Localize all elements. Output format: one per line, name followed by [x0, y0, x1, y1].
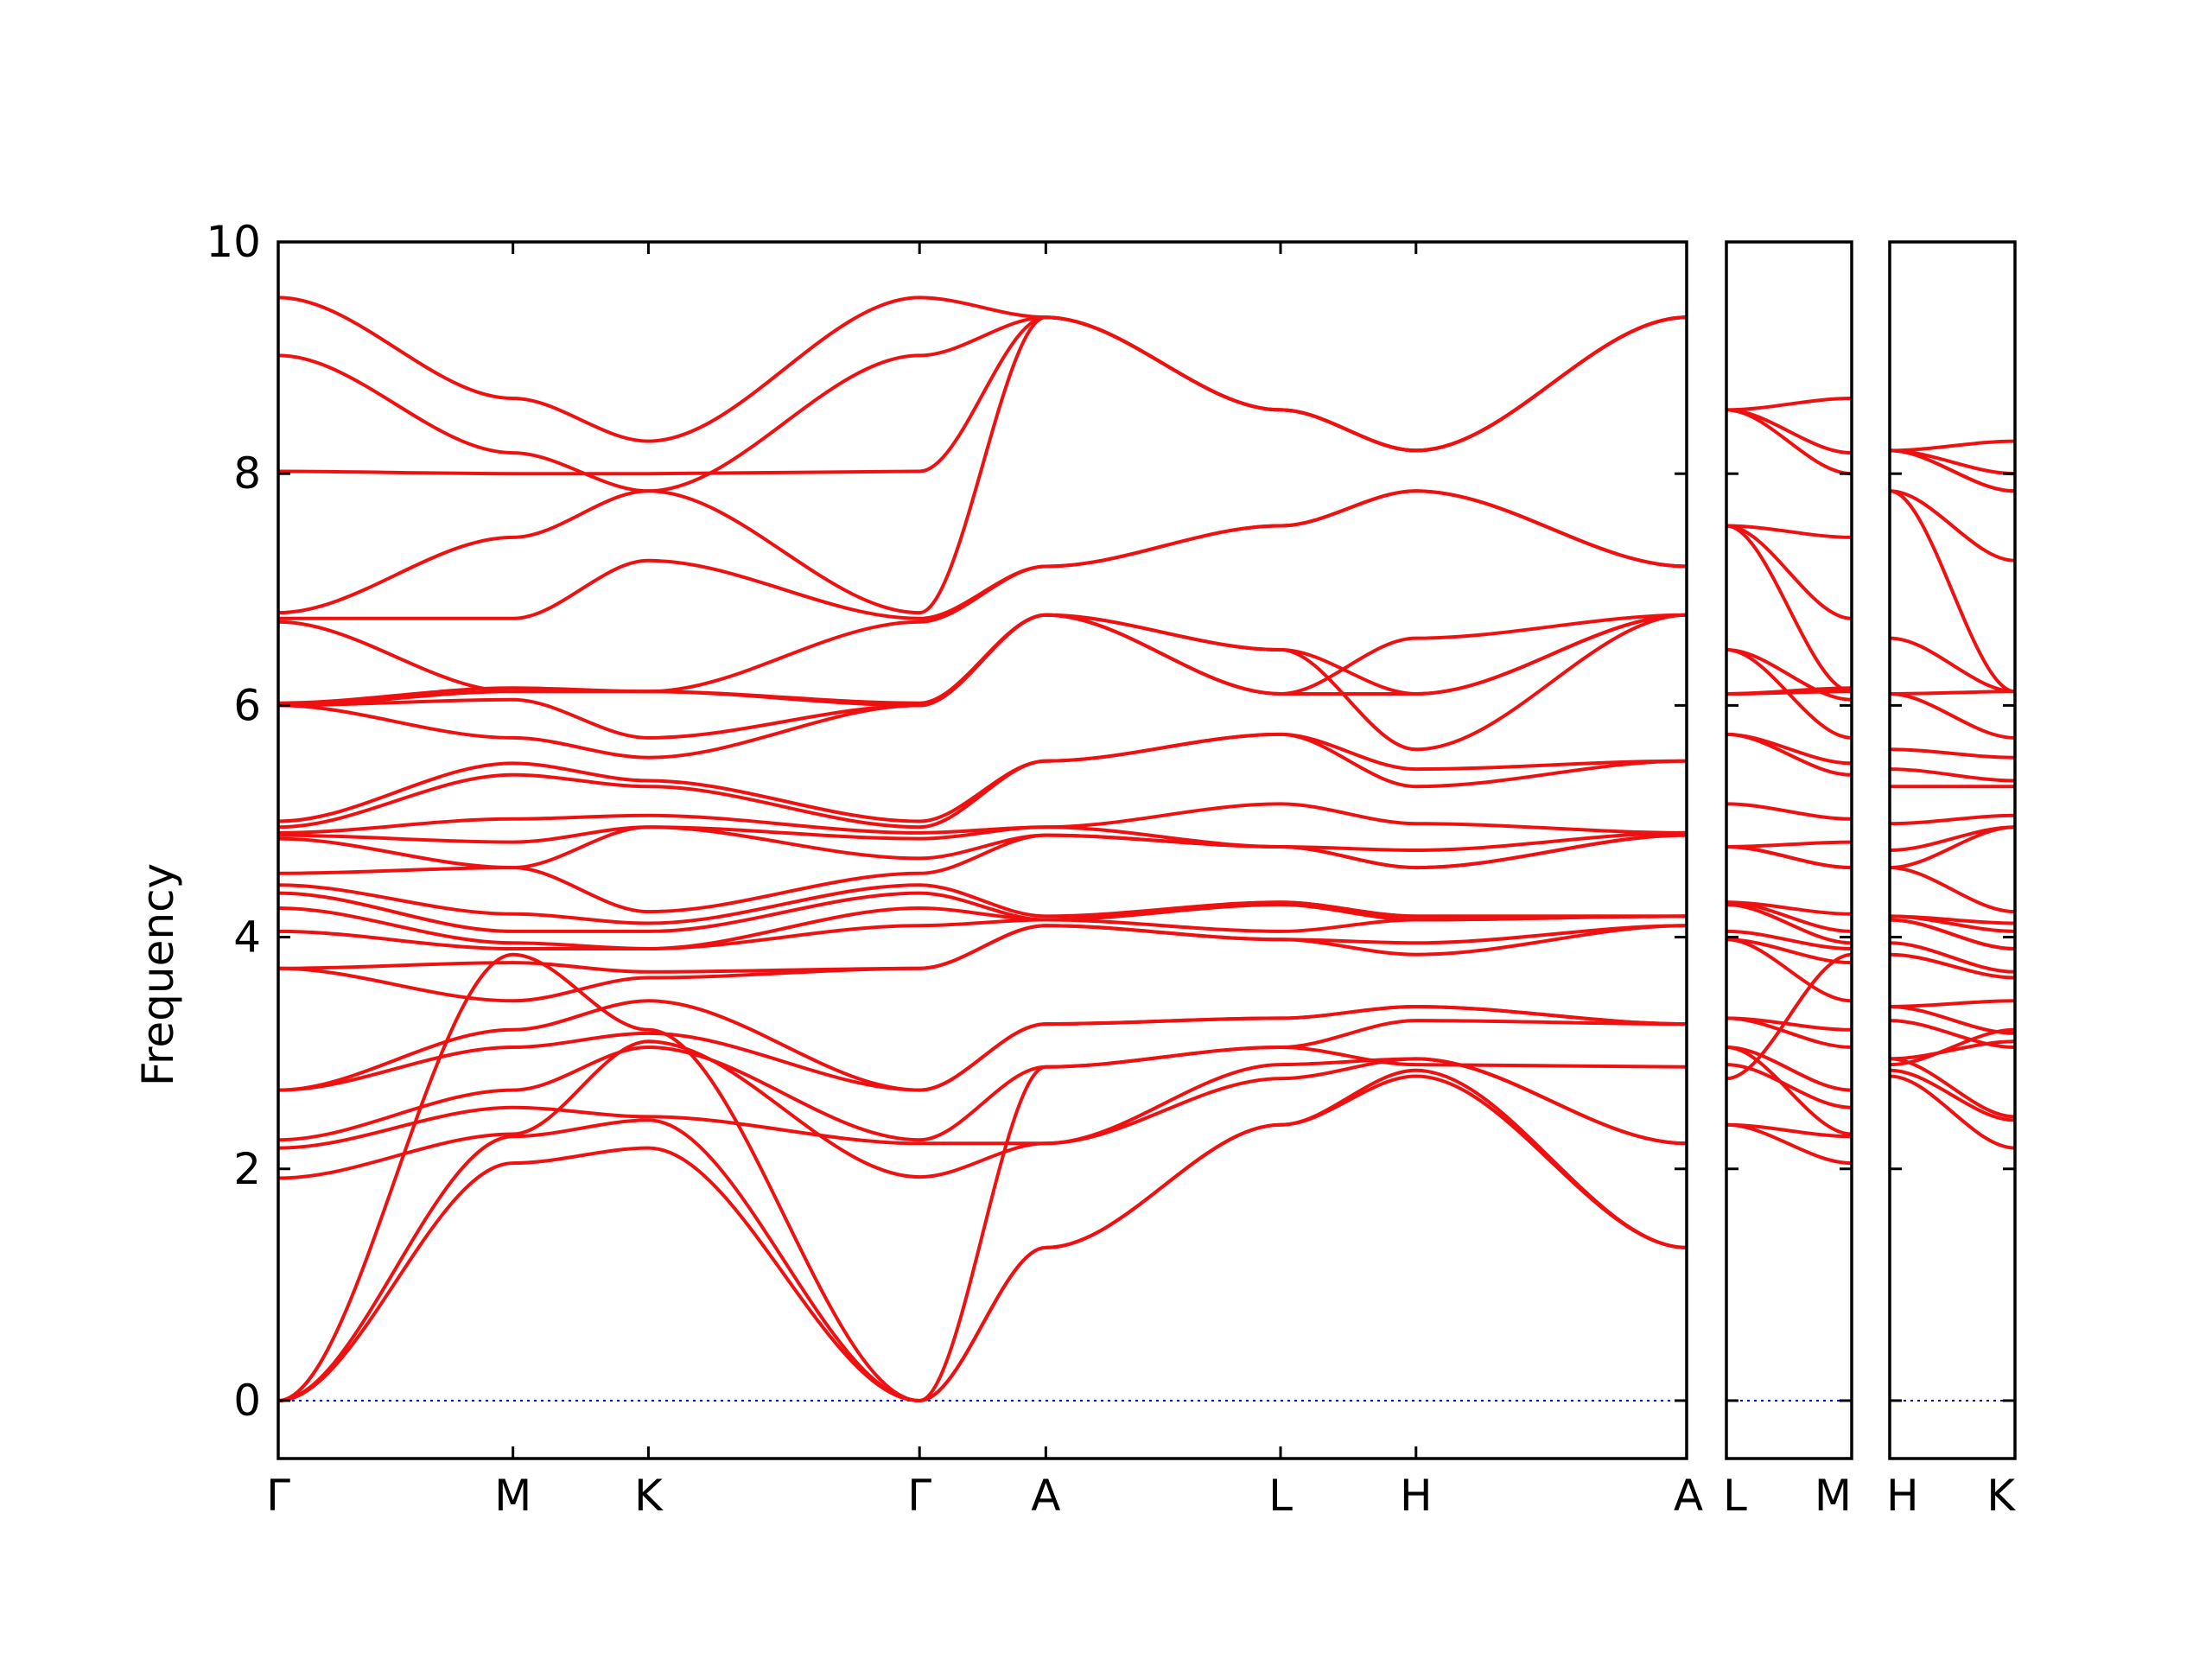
- y-axis-title: Frequency: [133, 863, 183, 1086]
- x-tick-label: L: [1268, 1471, 1293, 1521]
- band-lines: [1726, 397, 1852, 1166]
- band-lines: [1890, 439, 2015, 1150]
- band-6: [1726, 1046, 1852, 1092]
- band-14: [278, 883, 1687, 925]
- x-tick-label: A: [1674, 1471, 1703, 1521]
- band-12: [1726, 903, 1852, 945]
- band-3: [1726, 952, 1852, 1081]
- band-19: [1726, 732, 1852, 777]
- band-4: [1726, 1046, 1852, 1136]
- y-tick-label: 4: [233, 912, 261, 963]
- band-16: [278, 825, 1687, 870]
- band-30: [1726, 397, 1852, 412]
- band-17: [1890, 825, 2015, 852]
- band-12: [278, 903, 1687, 950]
- band-14: [1890, 914, 2015, 925]
- x-tick-label: H: [1400, 1471, 1433, 1521]
- band-5: [1726, 1063, 1852, 1109]
- y-tick-label: 8: [233, 448, 261, 499]
- band-28: [1726, 408, 1852, 476]
- band-2: [1890, 1068, 2015, 1122]
- band-8: [1726, 1016, 1852, 1032]
- x-tick-label: M: [494, 1471, 531, 1521]
- band-24: [1890, 636, 2015, 694]
- x-tick-label: L: [1723, 1471, 1747, 1521]
- band-9: [1890, 952, 2015, 980]
- panel-frame: [276, 240, 1688, 1460]
- band-10: [1890, 941, 2015, 974]
- band-10: [278, 924, 1687, 974]
- band-22: [1726, 648, 1852, 702]
- y-tick-label: 10: [206, 217, 261, 267]
- band-22: [1890, 692, 2015, 740]
- x-tick-label: H: [1886, 1471, 1919, 1521]
- band-17: [1726, 840, 1852, 849]
- x-tick-label: K: [1986, 1471, 2016, 1521]
- y-axis-label: Frequency: [133, 863, 183, 1086]
- band-15: [1890, 866, 2015, 914]
- band-26: [1890, 489, 2015, 563]
- band-23: [1890, 690, 2015, 696]
- band-20: [1726, 732, 1852, 766]
- band-8: [278, 999, 1687, 1092]
- band-7: [278, 1005, 1687, 1092]
- band-26: [278, 489, 1687, 620]
- band-20: [278, 732, 1687, 823]
- band-4: [1890, 1039, 2015, 1061]
- band-14: [1726, 900, 1852, 916]
- band-25: [1890, 489, 2015, 694]
- band-8: [1890, 999, 2015, 1008]
- band-10: [1726, 938, 1852, 965]
- band-7: [1890, 1005, 2015, 1035]
- band-24: [1726, 686, 1852, 696]
- band-20: [1890, 767, 2015, 783]
- panel-frame: [1725, 240, 1853, 1460]
- band-25: [1726, 524, 1852, 694]
- band-19: [278, 732, 1687, 830]
- band-29: [1890, 448, 2015, 493]
- band-2: [1726, 1122, 1852, 1139]
- band-30: [1890, 439, 2015, 453]
- band-11: [1726, 929, 1852, 950]
- band-12: [1890, 918, 2015, 950]
- x-tick-label: M: [1815, 1471, 1852, 1521]
- band-5: [1890, 1057, 2015, 1119]
- panel-frame: [1888, 240, 2017, 1460]
- band-6: [278, 1019, 1687, 1142]
- band-11: [278, 914, 1687, 951]
- band-21: [1890, 747, 2015, 760]
- x-tick-label: A: [1031, 1471, 1060, 1521]
- band-1: [1890, 1074, 2015, 1150]
- y-tick-label: 6: [233, 680, 261, 730]
- band-30: [278, 296, 1687, 453]
- band-17: [278, 825, 1687, 852]
- band-6: [1890, 1019, 2015, 1049]
- band-22: [278, 613, 1687, 740]
- panel-1: 0 2 4 6 8 10 Γ M K Γ A L H A: [206, 217, 1703, 1521]
- band-24: [278, 613, 1687, 705]
- band-2: [278, 1068, 1687, 1402]
- band-16: [1726, 845, 1852, 870]
- y-tick-label: 2: [233, 1144, 261, 1194]
- band-5: [278, 1057, 1687, 1150]
- band-27: [278, 315, 1687, 615]
- band-26: [1726, 524, 1852, 620]
- x-tick-label: Γ: [907, 1471, 931, 1521]
- band-lines: [278, 296, 1687, 1402]
- x-tick-label: Γ: [266, 1471, 290, 1521]
- band-27: [1726, 524, 1852, 539]
- band-18: [278, 802, 1687, 835]
- y-tick-label: 0: [233, 1376, 261, 1426]
- band-18: [1726, 802, 1852, 821]
- band-18: [1890, 813, 2015, 826]
- band-29: [1726, 408, 1852, 455]
- x-tick-label: K: [634, 1471, 664, 1521]
